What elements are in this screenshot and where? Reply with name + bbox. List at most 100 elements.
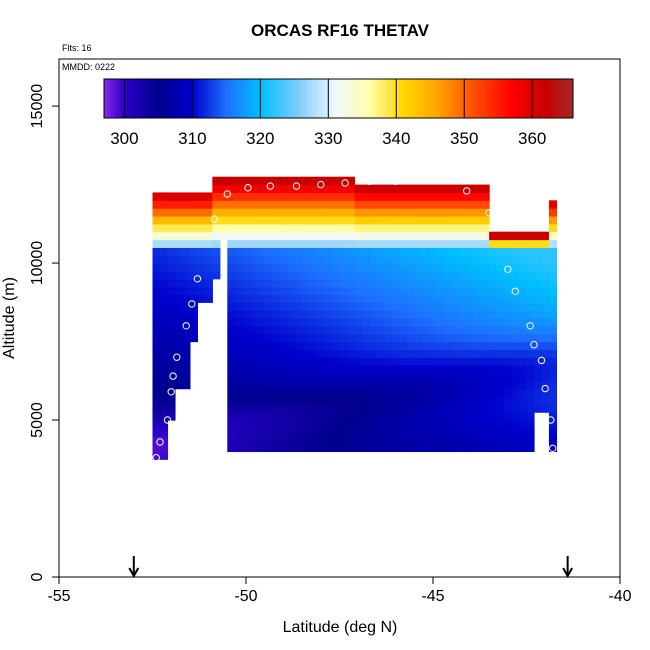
heatmap-cell xyxy=(361,341,371,350)
heatmap-cell xyxy=(504,318,513,327)
heatmap-cell xyxy=(481,396,490,405)
heatmap-cell xyxy=(346,208,356,217)
heatmap-cell xyxy=(526,255,535,264)
heatmap-cell xyxy=(511,443,520,453)
heatmap-cell xyxy=(481,263,490,272)
flight-point xyxy=(365,177,374,186)
heatmap-cell xyxy=(302,263,311,272)
heatmap-cell xyxy=(219,184,228,194)
heatmap-cell xyxy=(346,388,356,398)
heatmap-cell xyxy=(548,420,558,429)
heatmap-cell xyxy=(541,388,550,398)
heatmap-cell xyxy=(489,318,498,327)
heatmap-cell xyxy=(242,318,251,327)
heatmap-cell xyxy=(526,302,535,311)
heatmap-cell xyxy=(474,341,483,350)
heatmap-cell xyxy=(436,215,445,225)
flight-point xyxy=(541,384,549,393)
heatmap-cell xyxy=(384,388,393,398)
heatmap-cell xyxy=(264,263,273,272)
heatmap-cell xyxy=(496,239,505,248)
heatmap-cell xyxy=(451,286,460,296)
heatmap-cell xyxy=(182,286,191,296)
colorbar-segment xyxy=(114,79,118,118)
heatmap-cell xyxy=(249,192,258,201)
heatmap-cell xyxy=(287,443,296,453)
colorbar-segment xyxy=(197,79,202,118)
heatmap-cell xyxy=(436,208,445,217)
flight-point xyxy=(167,388,175,396)
heatmap-cell xyxy=(249,365,258,374)
colorbar-segment xyxy=(174,79,179,118)
heatmap-cell xyxy=(227,192,236,201)
heatmap-cell xyxy=(504,388,513,398)
heatmap-cell xyxy=(189,192,198,201)
heatmap-cell xyxy=(421,270,430,280)
heatmap-cell xyxy=(391,318,400,327)
heatmap-cell xyxy=(302,192,311,201)
heatmap-cell xyxy=(548,388,558,398)
heatmap-cell xyxy=(444,333,453,343)
colorbar-segment xyxy=(217,79,222,118)
heatmap-cell xyxy=(533,341,543,350)
heatmap-cell xyxy=(429,263,438,272)
heatmap-cell xyxy=(489,372,498,382)
heatmap-cell xyxy=(174,231,184,241)
heatmap-cell xyxy=(391,357,400,366)
heatmap-cell xyxy=(481,270,490,280)
heatmap-cell xyxy=(548,263,558,272)
heatmap-cell xyxy=(511,302,520,311)
heatmap-cell xyxy=(159,255,169,264)
heatmap-cell xyxy=(369,349,378,358)
heatmap-cell xyxy=(391,341,400,350)
heatmap-cell xyxy=(227,239,236,248)
heatmap-cell xyxy=(167,302,176,311)
heatmap-cell xyxy=(466,372,475,382)
heatmap-cell xyxy=(466,412,475,421)
heatmap-cell xyxy=(474,365,483,374)
heatmap-cell xyxy=(399,255,408,264)
heatmap-cell xyxy=(234,325,243,335)
heatmap-cell xyxy=(339,365,348,374)
heatmap-cell xyxy=(421,325,430,335)
heatmap-cell xyxy=(317,270,326,280)
colorbar-segment xyxy=(194,79,199,118)
heatmap-cell xyxy=(444,380,453,390)
heatmap-cell xyxy=(182,294,191,303)
colorbar-segment xyxy=(502,79,507,118)
heatmap-cell xyxy=(257,333,266,343)
heatmap-cell xyxy=(361,247,371,256)
heatmap-cell xyxy=(429,247,438,256)
heatmap-cell xyxy=(324,349,333,358)
colorbar-segment xyxy=(315,79,319,118)
heatmap-cell xyxy=(406,372,415,382)
heatmap-cell xyxy=(466,192,475,201)
heatmap-cell xyxy=(354,372,363,382)
colorbar-segment xyxy=(422,79,427,118)
heatmap-cell xyxy=(391,396,400,405)
heatmap-cell xyxy=(242,412,251,421)
colorbar-segment xyxy=(130,79,135,118)
heatmap-cell xyxy=(204,278,213,288)
heatmap-cell xyxy=(234,404,243,413)
heatmap-cell xyxy=(526,427,535,437)
heatmap-cell xyxy=(302,231,311,241)
heatmap-cell xyxy=(234,380,243,390)
heatmap-cell xyxy=(436,239,445,248)
colorbar-segment xyxy=(452,79,457,118)
heatmap-cell xyxy=(167,404,176,413)
heatmap-cell xyxy=(272,333,281,343)
colorbar-segment xyxy=(509,79,514,118)
heatmap-cell xyxy=(474,404,483,413)
heatmap-cell xyxy=(406,286,415,296)
heatmap-cell xyxy=(234,420,243,429)
heatmap-cell xyxy=(339,412,348,421)
heatmap-cell xyxy=(548,231,558,241)
heatmap-cell xyxy=(346,255,356,264)
colorbar-segment xyxy=(284,79,289,118)
heatmap-cell xyxy=(354,247,363,256)
heatmap-cell xyxy=(346,443,356,453)
heatmap-cell xyxy=(376,302,385,311)
heatmap-cell xyxy=(496,357,505,366)
colorbar-segment xyxy=(254,79,259,118)
